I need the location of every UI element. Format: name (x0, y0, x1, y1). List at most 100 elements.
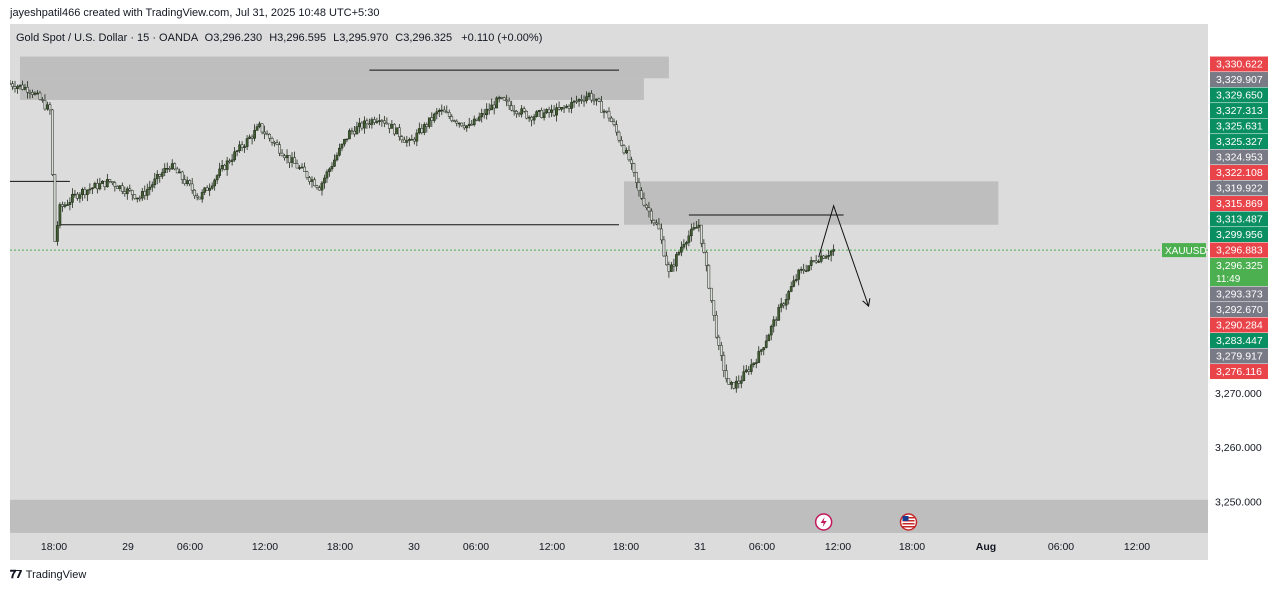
candle (345, 138, 349, 143)
candle-body (345, 138, 349, 141)
candle (814, 255, 818, 264)
candle (779, 297, 783, 313)
candle-body (754, 362, 758, 364)
candle (734, 376, 738, 393)
zone-3[interactable] (10, 499, 1208, 533)
candle (615, 120, 618, 136)
candle-body (687, 235, 691, 243)
candle-body (93, 183, 97, 189)
candle (383, 115, 386, 128)
us-flag-event-icon[interactable] (899, 513, 918, 531)
candle (123, 186, 127, 197)
candle (213, 178, 217, 191)
candle-body (173, 163, 177, 170)
candle (290, 152, 294, 168)
candle-body (66, 204, 69, 206)
candle (645, 203, 648, 210)
candle (130, 189, 134, 201)
candle (398, 124, 401, 141)
tradingview-logo[interactable]: 𝟕𝟳 TradingView (10, 568, 86, 582)
candle (265, 130, 269, 136)
plot-area[interactable] (10, 24, 1208, 534)
candle (657, 217, 661, 230)
time-tick-label: 06:00 (463, 541, 489, 553)
candle (505, 94, 509, 107)
candle (135, 197, 139, 203)
candle (587, 91, 591, 100)
ohlc-change: +0.110 (+0.00%) (461, 32, 542, 44)
candle-body (230, 159, 234, 162)
candle (495, 96, 499, 109)
candle-body (562, 106, 566, 109)
candle-body (405, 140, 409, 143)
price-tags: 3,330.622 3,329.907 3,329.650 3,327.313 3,32… (1162, 56, 1268, 380)
candle-body (228, 160, 231, 163)
candle (160, 168, 164, 179)
candle (250, 134, 254, 145)
candle-body (462, 125, 466, 129)
candle-body (602, 110, 606, 113)
candle (749, 358, 753, 375)
candle (827, 249, 830, 260)
time-tick-label: 12:00 (825, 541, 851, 553)
candle (537, 109, 541, 118)
candle (91, 187, 94, 195)
candle (253, 124, 256, 142)
candle-body (572, 100, 576, 103)
candle (467, 117, 471, 129)
candle (742, 365, 746, 382)
candle-body (545, 109, 548, 114)
zone-1[interactable] (19, 78, 644, 100)
candle-body (625, 149, 628, 154)
candle (105, 173, 109, 188)
candle-body (440, 109, 444, 112)
candle-body (515, 111, 519, 115)
earnings-flash-icon[interactable] (814, 513, 833, 531)
candle (325, 169, 329, 183)
candle-body (762, 347, 766, 351)
candle (442, 106, 446, 113)
candle-body (78, 194, 82, 199)
price-tag-text: 3,292.670 (1216, 304, 1263, 316)
candle-body (477, 116, 481, 121)
price-tag: 3,293.373 (1210, 286, 1268, 302)
candle-body (744, 369, 748, 372)
candle (727, 378, 731, 385)
candle (190, 178, 194, 194)
candle (595, 98, 598, 106)
candles-layer (10, 80, 835, 393)
candle-body (155, 174, 159, 180)
time-axis[interactable] (10, 534, 1208, 560)
candle (447, 109, 451, 119)
candle-body (23, 86, 27, 90)
candle (630, 156, 633, 170)
candle (607, 107, 611, 122)
candle-body (61, 204, 64, 207)
zone-0[interactable] (19, 56, 669, 79)
candle-body (450, 116, 454, 121)
candle-body (520, 108, 523, 115)
candle (702, 239, 706, 254)
candle (580, 94, 583, 104)
candle (690, 223, 693, 242)
candle-body (435, 111, 439, 115)
time-tick-label: 18:00 (327, 541, 353, 553)
candle (535, 110, 538, 118)
candle (245, 135, 249, 151)
candle (380, 118, 384, 127)
candle (110, 180, 114, 186)
candle-body (645, 204, 648, 208)
candle-body (637, 182, 641, 191)
candle (343, 138, 346, 147)
candle-body (143, 191, 147, 196)
projection-path[interactable] (818, 204, 870, 307)
candle (198, 196, 202, 200)
candle (832, 244, 835, 256)
candle (675, 252, 678, 272)
candle-body (395, 127, 399, 135)
zone-2[interactable] (623, 181, 999, 225)
candle (315, 184, 319, 190)
candle (462, 121, 466, 131)
